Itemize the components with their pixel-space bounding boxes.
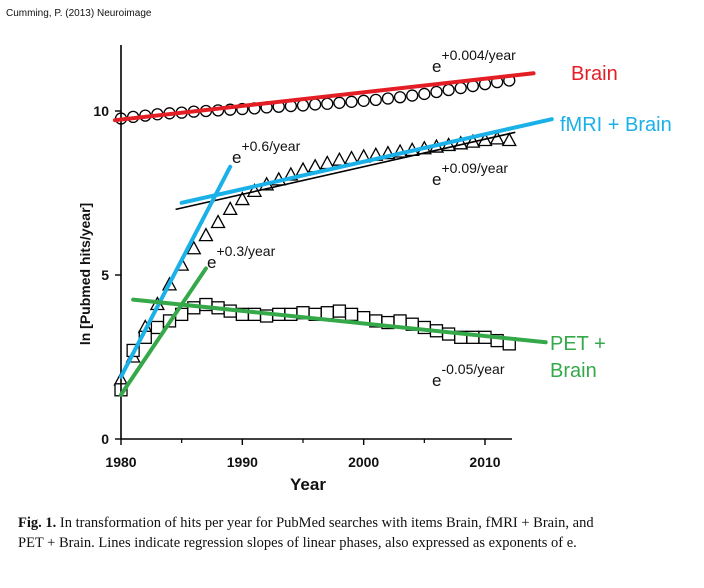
annotation-pet-late-base: e — [432, 371, 441, 390]
brain-point — [393, 91, 407, 104]
annotation-brain: e+0.004/year — [432, 47, 516, 76]
annotation-fmri-late-exp: +0.09/year — [441, 160, 508, 176]
annotations: e+0.004/year e+0.6/year e+0.09/year e+0.… — [207, 47, 516, 390]
fmri-fit-black — [175, 131, 516, 211]
label-pet-line2: Brain — [550, 360, 597, 382]
brain-point — [454, 81, 467, 95]
label-pet-line1: PET + — [550, 333, 606, 355]
brain-point — [418, 87, 431, 101]
fmri-point — [331, 151, 347, 166]
x-tick-label: 1990 — [227, 454, 258, 470]
x-axis-label: Year — [290, 475, 326, 494]
caption-text: In transformation of hits per year for P… — [18, 515, 594, 551]
label-fmri-brain: fMRI + Brain — [560, 114, 672, 136]
pet-point — [344, 307, 359, 322]
regression-line — [179, 117, 554, 205]
data-markers — [113, 74, 517, 397]
brain-point — [442, 83, 455, 97]
fmri-point — [222, 201, 238, 216]
annotation-pet-late-exp: -0.05/year — [441, 361, 504, 377]
annotation-fmri-early-exp: +0.6/year — [241, 138, 300, 154]
pet-point — [332, 304, 347, 318]
brain-point — [345, 95, 358, 108]
annotation-brain-base: e — [432, 57, 441, 76]
regression-line — [119, 164, 233, 379]
annotation-fmri-early-base: e — [232, 148, 241, 167]
brain-point — [357, 94, 370, 107]
brain-point — [369, 93, 382, 106]
fmri-point — [501, 132, 517, 147]
brain-point — [406, 89, 419, 102]
series-labels: Brain fMRI + Brain PET + Brain — [550, 63, 672, 382]
annotation-fmri-late-base: e — [432, 170, 441, 189]
regression-line — [131, 297, 548, 345]
brain-point — [381, 92, 395, 105]
brain-point — [430, 85, 443, 99]
y-tick-label: 0 — [101, 431, 109, 447]
fmri-point — [198, 227, 214, 242]
figure-credit: Cumming, P. (2013) Neuroimage — [6, 8, 152, 19]
brain-point — [333, 96, 346, 109]
fmri-point — [319, 155, 335, 170]
x-tick-label: 1980 — [105, 454, 136, 470]
regression-line — [119, 266, 208, 397]
y-axis-label: ln [Pubmed hits/year] — [77, 203, 93, 345]
caption-label: Fig. 1. — [18, 515, 57, 531]
annotation-pet-early-base: e — [207, 253, 216, 272]
brain-point — [308, 98, 322, 111]
figure-caption: Fig. 1. In transformation of hits per ye… — [18, 513, 618, 553]
annotation-brain-exp: +0.004/year — [441, 47, 516, 63]
y-tick-label: 10 — [93, 103, 109, 119]
x-tick-label: 2000 — [348, 454, 379, 470]
annotation-fmri-early: e+0.6/year — [232, 138, 301, 167]
fmri-point — [186, 240, 202, 255]
ticks: 1980 1990 2000 2010 0 5 10 — [93, 103, 500, 470]
fmri-point — [210, 214, 226, 229]
label-brain: Brain — [571, 63, 618, 85]
brain-point — [296, 99, 310, 112]
x-tick-label: 2010 — [469, 454, 500, 470]
y-tick-label: 5 — [101, 267, 109, 283]
annotation-pet-early: e+0.3/year — [207, 243, 276, 272]
regression-line — [112, 71, 536, 123]
pet-point — [320, 306, 334, 320]
annotation-fmri-late: e+0.09/year — [432, 160, 508, 189]
regression-lines — [112, 71, 554, 397]
annotation-pet-early-exp: +0.3/year — [216, 243, 275, 259]
brain-point — [321, 97, 334, 110]
annotation-pet-late: e-0.05/year — [432, 361, 505, 390]
fmri-point — [234, 191, 250, 206]
